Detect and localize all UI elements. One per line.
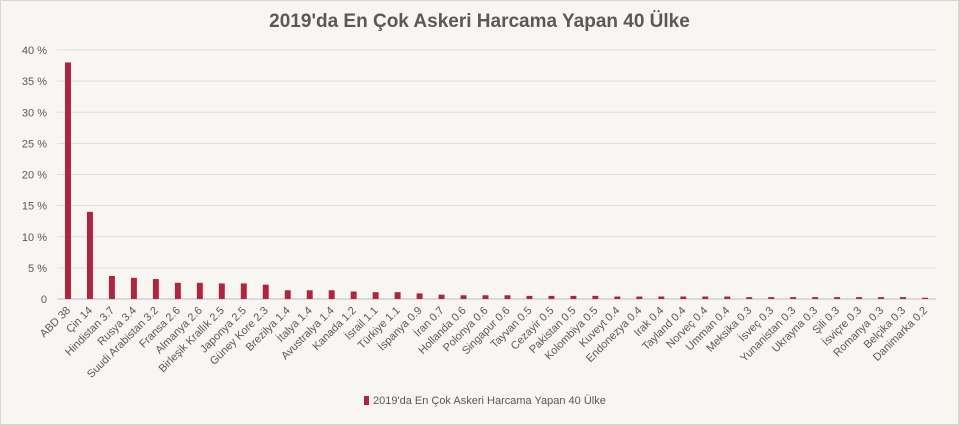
bar (504, 295, 511, 299)
y-tick-label: 20 % (22, 170, 47, 182)
bar (658, 296, 665, 299)
bar (856, 297, 863, 299)
bar (306, 290, 313, 299)
bar (878, 297, 885, 299)
bar (262, 284, 269, 299)
y-tick-label: 10 % (22, 232, 47, 244)
bar (218, 283, 225, 299)
legend-swatch (364, 396, 369, 405)
bar (526, 295, 533, 299)
bar (416, 293, 423, 299)
y-tick-label: 40 % (22, 45, 47, 57)
bar (196, 282, 203, 299)
bar (152, 279, 159, 299)
bar (86, 211, 93, 299)
bar (174, 282, 181, 299)
bar (130, 277, 137, 299)
bar (570, 295, 577, 299)
bar (680, 296, 687, 299)
bar (614, 296, 621, 299)
bar (438, 294, 445, 299)
bar (746, 297, 753, 299)
bar (460, 295, 467, 299)
bar (394, 292, 401, 299)
bar (900, 297, 907, 299)
bar (922, 297, 928, 299)
bar (240, 283, 247, 299)
bar (482, 295, 489, 299)
bar (812, 297, 819, 299)
bar (548, 295, 555, 299)
y-tick-label: 35 % (22, 76, 47, 88)
y-tick-label: 30 % (22, 107, 47, 119)
legend-label: 2019'da En Çok Askeri Harcama Yapan 40 Ü… (373, 395, 606, 407)
bar (108, 275, 115, 299)
bar (65, 62, 71, 300)
bar (592, 295, 599, 299)
y-tick-label: 5 % (28, 263, 47, 275)
bar (724, 296, 731, 299)
y-tick-label: 25 % (22, 138, 47, 150)
chart-title: 2019'da En Çok Askeri Harcama Yapan 40 Ü… (269, 11, 690, 32)
y-tick-label: 0 (41, 294, 47, 306)
bar (790, 297, 797, 299)
bar (284, 290, 291, 299)
bar (350, 291, 357, 299)
bar (768, 297, 775, 299)
bar (372, 292, 379, 299)
bar (636, 296, 643, 299)
bar (702, 296, 709, 299)
y-tick-label: 15 % (22, 201, 47, 213)
bar (328, 290, 335, 299)
bar (834, 297, 841, 299)
